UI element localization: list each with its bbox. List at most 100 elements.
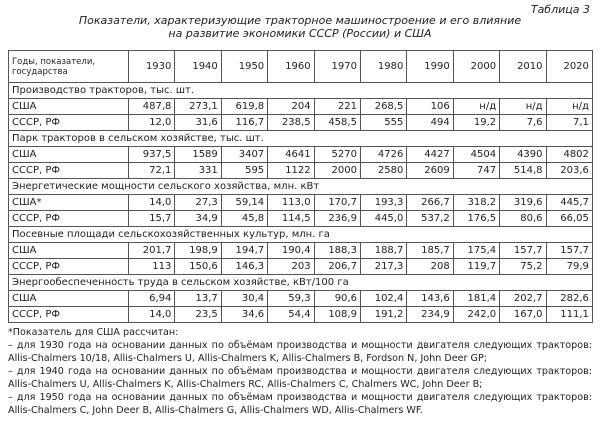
cell: 79,9 [545, 258, 593, 275]
cell: 23,5 [174, 306, 222, 323]
cell: 90,6 [313, 290, 361, 307]
cell: 143,6 [406, 290, 454, 307]
section-row: Парк тракторов в сельском хозяйстве, тыс… [8, 130, 593, 147]
cell: 12,0 [127, 114, 176, 131]
cell: 7,6 [499, 114, 547, 131]
cell: 45,8 [220, 210, 269, 227]
column-header: 1950 [220, 50, 269, 83]
cell: 188,7 [359, 242, 408, 259]
cell: 34,9 [174, 210, 222, 227]
cell: 4504 [452, 146, 501, 163]
row-label: США* [8, 194, 129, 211]
data-row: США 6,94 13,7 30,4 59,3 90,6 102,4 143,6 181,4 20… [8, 290, 593, 307]
data-row: США 201,7 198,9 194,7 190,4 188,3 188,7 185,7 17… [8, 242, 593, 259]
cell: 116,7 [220, 114, 269, 131]
cell: 113 [127, 258, 176, 275]
section-title: Производство тракторов, тыс. шт. [8, 82, 593, 99]
cell: 31,6 [174, 114, 222, 131]
cell: 242,0 [452, 306, 501, 323]
cell: 201,7 [127, 242, 176, 259]
cell: 619,8 [220, 98, 269, 115]
section-title: Энергообеспеченность труда в сельском хо… [8, 274, 593, 291]
column-header: 1980 [359, 50, 408, 83]
cell: 13,7 [174, 290, 222, 307]
section-title: Парк тракторов в сельском хозяйстве, тыс… [8, 130, 593, 147]
note: – для 1930 года на основании данных по о… [8, 340, 592, 364]
note: – для 1950 года на основании данных по о… [8, 392, 592, 416]
section-row: Посевные площади сельскохозяйственных ку… [8, 226, 593, 243]
cell: 72,1 [127, 162, 176, 179]
cell: 75,2 [499, 258, 547, 275]
column-header: Годы, показатели, государства [8, 50, 129, 83]
data-row: СССР, РФ 12,0 31,6 116,7 238,5 458,5 555 494 19,… [8, 114, 593, 131]
column-header: 2020 [545, 50, 593, 83]
title-line: на развитие экономики СССР (России) и СШ… [168, 27, 432, 40]
data-row: СССР, РФ 15,7 34,9 45,8 114,5 236,9 445,0 537,2… [8, 210, 593, 227]
cell: н/д [499, 98, 547, 115]
cell: 66,05 [545, 210, 593, 227]
row-label: США [8, 98, 129, 115]
note: – для 1940 года на основании данных по о… [8, 366, 592, 390]
cell: 4427 [406, 146, 454, 163]
cell: 111,1 [545, 306, 593, 323]
row-label: СССР, РФ [8, 114, 129, 131]
cell: 59,14 [220, 194, 269, 211]
cell: 59,3 [267, 290, 315, 307]
column-header: 1930 [127, 50, 176, 83]
row-label: США [8, 290, 129, 307]
section-row: Производство тракторов, тыс. шт. [8, 82, 593, 99]
cell: 4390 [499, 146, 547, 163]
cell: 266,7 [406, 194, 454, 211]
cell: 206,7 [313, 258, 361, 275]
cell: 937,5 [127, 146, 176, 163]
row-label: СССР, РФ [8, 306, 129, 323]
cell: 146,3 [220, 258, 269, 275]
data-table: Годы, показатели, государства 1930 1940 195… [8, 50, 593, 323]
cell: 15,7 [127, 210, 176, 227]
column-header: 2010 [499, 50, 547, 83]
cell: 537,2 [406, 210, 454, 227]
cell: 236,9 [313, 210, 361, 227]
cell: 514,8 [499, 162, 547, 179]
cell: 445,0 [359, 210, 408, 227]
cell: 2609 [406, 162, 454, 179]
column-header: 1940 [174, 50, 222, 83]
cell: 555 [359, 114, 408, 131]
cell: 204 [267, 98, 315, 115]
title-line: Показатели, характеризующие тракторное м… [78, 14, 522, 27]
data-row: СССР, РФ 72,1 331 595 1122 2000 2580 2609 747 514… [8, 162, 593, 179]
cell: 268,5 [359, 98, 408, 115]
cell: 487,8 [127, 98, 176, 115]
cell: 7,1 [545, 114, 593, 131]
cell: 4802 [545, 146, 593, 163]
cell: 194,7 [220, 242, 269, 259]
cell: 4726 [359, 146, 408, 163]
cell: 595 [220, 162, 269, 179]
notes: *Показатель для США рассчитан: – для 1930… [8, 326, 592, 417]
cell: 34,6 [220, 306, 269, 323]
cell: 318,2 [452, 194, 501, 211]
section-row: Энергообеспеченность труда в сельском хо… [8, 274, 593, 291]
cell: 175,4 [452, 242, 501, 259]
cell: 203,6 [545, 162, 593, 179]
section-title: Энергетические мощности сельского хозяйс… [8, 178, 593, 195]
cell: 119,7 [452, 258, 501, 275]
cell: н/д [452, 98, 501, 115]
column-header: 2000 [452, 50, 501, 83]
cell: 2000 [313, 162, 361, 179]
cell: 27,3 [174, 194, 222, 211]
cell: 208 [406, 258, 454, 275]
column-header: 1960 [267, 50, 315, 83]
cell: 202,7 [499, 290, 547, 307]
cell: 157,7 [499, 242, 547, 259]
cell: 80,6 [499, 210, 547, 227]
cell: 14,0 [127, 306, 176, 323]
cell: 188,3 [313, 242, 361, 259]
cell: 445,7 [545, 194, 593, 211]
cell: н/д [545, 98, 593, 115]
cell: 54,4 [267, 306, 315, 323]
cell: 157,7 [545, 242, 593, 259]
cell: 108,9 [313, 306, 361, 323]
cell: 282,6 [545, 290, 593, 307]
cell: 170,7 [313, 194, 361, 211]
